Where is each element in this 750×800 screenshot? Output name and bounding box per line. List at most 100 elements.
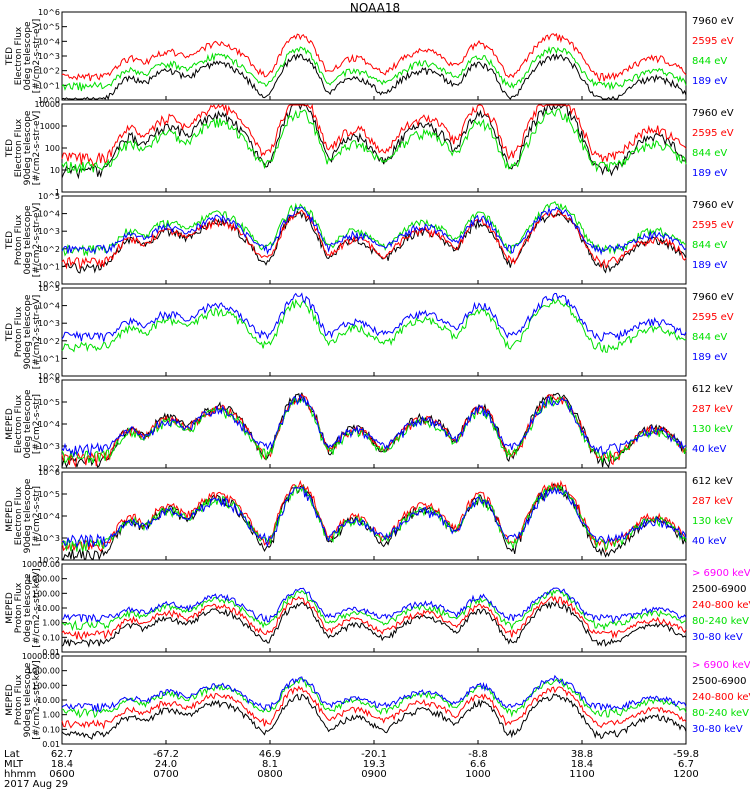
- y-tick-label: 1000.00: [27, 575, 60, 584]
- legend-item: 2500-6900: [692, 584, 747, 595]
- legend-item: 80-240 keV: [692, 616, 750, 627]
- series-40-kev: [61, 393, 687, 458]
- series-240-800-kev: [61, 595, 687, 641]
- legend-item: 189 eV: [692, 352, 728, 363]
- series-287-kev: [61, 479, 687, 553]
- series-844-ev: [61, 201, 687, 257]
- footer-tick-mlt: 18.4: [570, 759, 594, 770]
- series-130-kev: [61, 483, 687, 552]
- legend-item: 130 keV: [692, 424, 733, 435]
- series-7960-ev: [61, 53, 687, 101]
- date-label: 2017 Aug 29: [4, 779, 69, 790]
- y-tick-label: 1.00: [42, 619, 60, 628]
- y-tick-label: 100.00: [32, 681, 60, 690]
- legend-item: 130 keV: [692, 516, 733, 527]
- legend-item: 7960 eV: [692, 108, 734, 119]
- series-7960-ev: [61, 103, 687, 180]
- legend-item: 287 keV: [692, 404, 733, 415]
- series-844-ev: [61, 46, 687, 92]
- legend-item: 40 keV: [692, 444, 727, 455]
- series-30-80-kev: [61, 587, 687, 624]
- footer-tick-lat: -59.8: [673, 749, 699, 760]
- y-tick-label: 10000.00: [22, 652, 60, 661]
- y-tick-label: 10^4: [38, 420, 60, 429]
- legend-item: 612 keV: [692, 476, 733, 487]
- y-tick-label: 10^3: [38, 534, 60, 543]
- series-40-kev: [62, 486, 687, 549]
- series-2595-ev: [61, 32, 687, 83]
- y-tick-label: 10^1: [38, 262, 60, 271]
- y-tick-label: 10^0: [38, 96, 60, 105]
- y-tick-label: 10^3: [38, 227, 60, 236]
- y-tick-label: 10000: [35, 100, 60, 109]
- footer-tick-hhmm: 0800: [257, 769, 283, 780]
- panel-frame: [61, 471, 687, 561]
- y-tick-label: 1000.00: [27, 667, 60, 676]
- panel-6: 10^2 10^3 10^4 10^5 10^6: [38, 468, 687, 565]
- series-189-ev: [61, 206, 687, 256]
- legend-item: 844 eV: [692, 240, 728, 251]
- panel-1: 10^0 10^1 10^2 10^3 10^4 10^5 10^6: [38, 8, 687, 105]
- footer-tick-hhmm: 1200: [673, 769, 699, 780]
- y-tick-label: 10^5: [38, 192, 60, 201]
- footer-tick-lat: 62.7: [50, 749, 74, 760]
- panel-frame: [61, 655, 687, 745]
- y-tick-label: 10^6: [38, 468, 60, 477]
- panel-2: 1 10 100 1000 10000: [35, 100, 687, 197]
- y-tick-label: 10^2: [38, 556, 60, 565]
- y-tick-label: 10: [50, 166, 60, 175]
- footer-tick-lat: 38.8: [570, 749, 594, 760]
- legend-item: 30-80 keV: [692, 632, 743, 643]
- legend-item: 7960 eV: [692, 200, 734, 211]
- series-30-80-kev: [61, 674, 687, 713]
- legend-item: 2595 eV: [692, 220, 734, 231]
- y-tick-label: 0.01: [42, 740, 60, 749]
- y-tick-label: 10^2: [38, 245, 60, 254]
- y-tick-label: 100: [45, 144, 60, 153]
- footer-tick-hhmm: 0700: [153, 769, 179, 780]
- footer-row-label: MLT: [4, 759, 23, 770]
- y-tick-label: 10.00: [37, 604, 60, 613]
- y-tick-label: 10^5: [38, 398, 60, 407]
- footer-tick-mlt: 18.4: [50, 759, 74, 770]
- legend-item: 612 keV: [692, 384, 733, 395]
- footer-tick-hhmm: 1000: [465, 769, 491, 780]
- legend-item: 844 eV: [692, 332, 728, 343]
- series-844-ev: [61, 298, 687, 353]
- footer-tick-lat: -8.8: [468, 749, 488, 760]
- panel-7: 0.01 0.10 1.00 10.00 100.00 1000.00 10000.00: [22, 560, 687, 657]
- footer-tick-mlt: 19.3: [362, 759, 386, 770]
- y-tick-label: 0.10: [42, 633, 60, 642]
- y-tick-label: 10^2: [38, 464, 60, 473]
- legend-item: 2500-6900: [692, 676, 747, 687]
- series-287-kev: [61, 393, 687, 468]
- y-tick-label: 10.00: [37, 696, 60, 705]
- footer-tick-mlt: 24.0: [154, 759, 178, 770]
- footer-row-label: Lat: [4, 749, 20, 760]
- panel-8: 0.01 0.10 1.00 10.00 100.00 1000.00 10000.00: [22, 652, 687, 749]
- y-tick-label: 10^5: [38, 23, 60, 32]
- series-80-240-kev: [61, 589, 687, 632]
- legend-item: 287 keV: [692, 496, 733, 507]
- legend-item: 189 eV: [692, 260, 728, 271]
- legend-item: 189 eV: [692, 76, 728, 87]
- legend-item: 2595 eV: [692, 36, 734, 47]
- y-tick-label: 100.00: [32, 589, 60, 598]
- legend-item: > 6900 keV: [692, 660, 750, 671]
- y-tick-label: 10^2: [38, 337, 60, 346]
- footer-tick-hhmm: 1100: [569, 769, 595, 780]
- series-612-kev: [62, 483, 687, 561]
- y-axis-label: [#/cm2-s-str-keV]: [32, 660, 42, 740]
- legend-item: 30-80 keV: [692, 724, 743, 735]
- y-tick-label: 0.10: [42, 725, 60, 734]
- series-130-kev: [61, 396, 687, 464]
- y-tick-label: 10^5: [38, 490, 60, 499]
- y-tick-label: 10^3: [38, 442, 60, 451]
- panel-frame: [61, 103, 687, 193]
- footer-tick-hhmm: 0600: [49, 769, 75, 780]
- footer-row-label: hhmm: [4, 769, 37, 780]
- y-tick-label: 10^0: [38, 280, 60, 289]
- legend-item: > 6900 keV: [692, 568, 750, 579]
- y-tick-label: 10^4: [38, 210, 60, 219]
